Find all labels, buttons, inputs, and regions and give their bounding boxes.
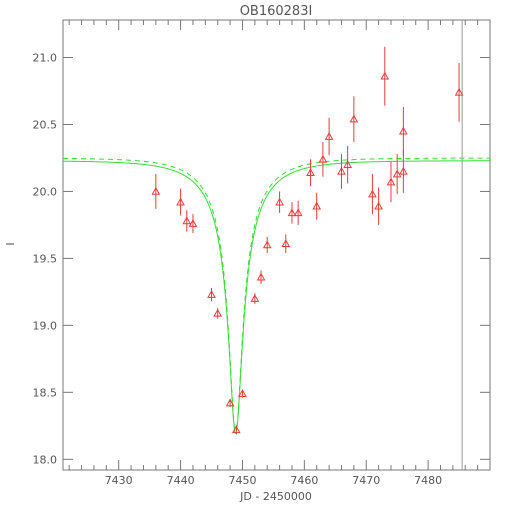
- x-tick-label: 7440: [167, 474, 195, 487]
- axis-ticks: 7430 7440 7450 7460 7470 7480 18.0 18.5 19.0 19.5…: [33, 20, 490, 487]
- triangle-marker: [324, 131, 334, 140]
- data-point: [343, 145, 353, 184]
- data-point: [368, 174, 377, 215]
- data-point: [386, 161, 396, 203]
- x-tick-label: 7470: [352, 474, 380, 487]
- triangle-marker: [392, 169, 402, 178]
- y-tick-label: 19.0: [33, 319, 58, 332]
- data-point: [176, 188, 185, 216]
- data-point: [399, 149, 408, 193]
- triangle-marker: [225, 398, 235, 407]
- triangle-marker: [176, 197, 185, 206]
- data-point: [262, 236, 272, 254]
- y-axis-label: I: [4, 242, 17, 245]
- triangle-marker: [312, 201, 322, 210]
- y-tick-label: 21.0: [33, 52, 58, 65]
- triangle-marker: [262, 240, 272, 249]
- data-point: [207, 287, 216, 302]
- plot-frame: [62, 19, 491, 471]
- triangle-marker: [287, 208, 297, 217]
- data-point: [256, 270, 266, 284]
- data-point: [324, 117, 334, 156]
- triangle-marker: [343, 160, 353, 168]
- y-tick-label: 18.5: [33, 386, 58, 399]
- data-point: [312, 192, 322, 220]
- data-point: [380, 46, 390, 106]
- triangle-marker: [188, 219, 198, 227]
- data-point: [188, 214, 198, 233]
- triangle-marker: [256, 272, 266, 281]
- triangle-marker: [454, 87, 464, 96]
- data-point: [287, 202, 297, 224]
- triangle-marker: [306, 168, 315, 176]
- data-points: [151, 46, 464, 434]
- data-point: [306, 159, 315, 187]
- triangle-marker: [349, 114, 359, 123]
- triangle-marker: [213, 308, 223, 317]
- data-point: [337, 153, 346, 189]
- y-tick-label: 20.0: [33, 185, 58, 198]
- data-point: [293, 200, 303, 225]
- y-tick-label: 18.0: [33, 453, 58, 466]
- data-point: [392, 153, 402, 195]
- data-point: [231, 425, 241, 434]
- data-point: [225, 398, 235, 408]
- triangle-marker: [281, 239, 291, 247]
- model-curve-dashed: [62, 157, 490, 435]
- data-point: [374, 187, 383, 225]
- triangle-marker: [182, 216, 192, 225]
- data-point: [151, 174, 161, 209]
- chart-title: OB160283I: [240, 4, 313, 19]
- triangle-marker: [374, 201, 383, 210]
- x-axis-label: JD - 2450000: [239, 490, 312, 503]
- y-tick-label: 19.5: [33, 252, 58, 265]
- data-point: [349, 96, 359, 142]
- model-curve-solid: [62, 160, 490, 435]
- triangle-marker: [399, 126, 408, 135]
- data-point: [318, 141, 328, 177]
- triangle-marker: [386, 177, 396, 186]
- data-point: [213, 307, 223, 319]
- data-point: [281, 234, 291, 254]
- triangle-marker: [318, 154, 328, 163]
- x-tick-label: 7450: [228, 474, 256, 487]
- data-point: [250, 293, 260, 304]
- x-tick-label: 7480: [414, 474, 442, 487]
- y-tick-label: 20.5: [33, 118, 58, 131]
- triangle-marker: [368, 189, 377, 198]
- x-tick-label: 7460: [290, 474, 318, 487]
- triangle-marker: [337, 166, 346, 175]
- triangle-marker: [231, 425, 241, 434]
- data-point: [275, 191, 284, 213]
- triangle-marker: [293, 208, 303, 217]
- data-point: [182, 210, 192, 232]
- triangle-marker: [275, 197, 284, 206]
- data-point: [454, 62, 464, 122]
- triangle-marker: [207, 290, 216, 298]
- triangle-marker: [151, 186, 161, 195]
- x-tick-label: 7430: [105, 474, 133, 487]
- model-curves: [62, 157, 490, 435]
- data-point: [238, 389, 247, 398]
- triangle-marker: [238, 389, 247, 397]
- data-point: [399, 107, 408, 156]
- triangle-marker: [380, 71, 390, 80]
- triangle-marker: [250, 294, 260, 302]
- triangle-marker: [399, 166, 408, 175]
